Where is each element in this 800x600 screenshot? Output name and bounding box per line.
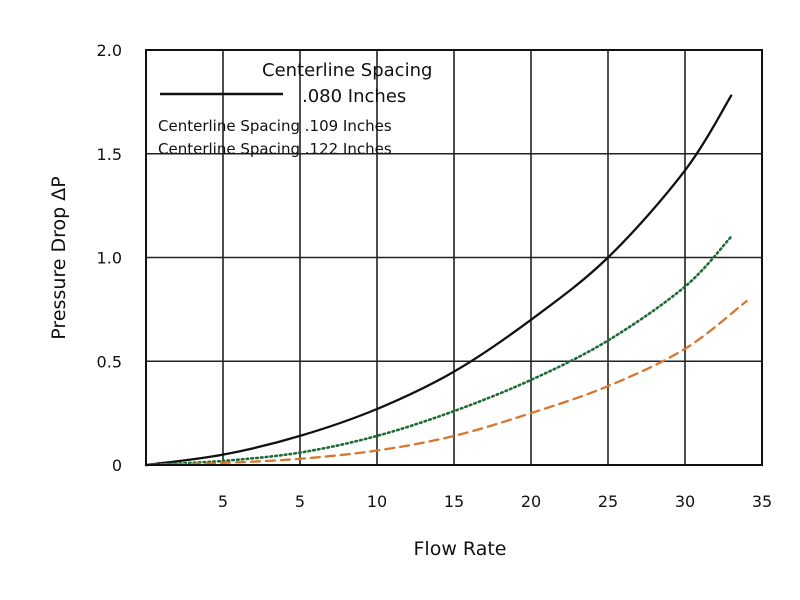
legend-entry-1-line-1: Centerline Spacing bbox=[262, 60, 432, 81]
x-tick-label: 5 bbox=[218, 492, 228, 511]
x-tick-label: 10 bbox=[367, 492, 387, 511]
y-tick-label: 0.5 bbox=[97, 352, 122, 371]
legend: Centerline Spacing .080 Inches Centerlin… bbox=[158, 60, 432, 158]
x-tick-label: 15 bbox=[444, 492, 464, 511]
x-axis-title: Flow Rate bbox=[414, 538, 507, 560]
x-tick-label: 5 bbox=[295, 492, 305, 511]
y-tick-label: 1.5 bbox=[97, 145, 122, 164]
series-line-2 bbox=[144, 235, 733, 467]
legend-entry-1-line-2: .080 Inches bbox=[302, 86, 406, 107]
legend-entry-3: Centerline Spacing .122 Inches bbox=[158, 140, 392, 158]
series-layer bbox=[144, 94, 748, 467]
plot-border bbox=[145, 49, 763, 466]
x-tick-label: 20 bbox=[521, 492, 541, 511]
legend-entry-2: Centerline Spacing .109 Inches bbox=[158, 117, 392, 135]
y-tick-label: 1.0 bbox=[97, 249, 122, 268]
x-tick-label: 25 bbox=[598, 492, 618, 511]
y-tick-label: 2.0 bbox=[97, 41, 122, 60]
x-axis-tick-labels: 5 5 10 15 20 25 30 35 bbox=[218, 492, 772, 511]
y-axis-tick-labels: 0 0.5 1.0 1.5 2.0 bbox=[97, 41, 122, 475]
series-line-1 bbox=[144, 94, 733, 467]
x-tick-label: 35 bbox=[752, 492, 772, 511]
y-tick-label: 0 bbox=[112, 456, 122, 475]
x-tick-label: 30 bbox=[675, 492, 695, 511]
grid-lines bbox=[146, 50, 762, 465]
series-line-3 bbox=[144, 299, 748, 467]
y-axis-title: Pressure Drop ΔP bbox=[48, 176, 70, 339]
